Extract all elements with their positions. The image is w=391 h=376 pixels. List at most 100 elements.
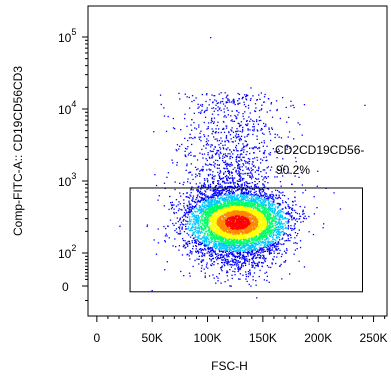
event-dot	[264, 217, 266, 219]
event-dot	[244, 198, 246, 201]
event-dot	[237, 245, 240, 247]
event-dot	[210, 203, 212, 206]
event-dot	[199, 210, 201, 212]
event-dot	[257, 227, 260, 230]
event-dot	[235, 213, 237, 215]
event-dot	[215, 230, 217, 232]
event-dot	[218, 236, 220, 238]
event-dot	[265, 223, 267, 225]
event-dot	[237, 217, 239, 219]
event-dot	[211, 231, 213, 233]
event-dot	[263, 245, 265, 247]
event-dot	[222, 227, 224, 229]
event-dot	[203, 221, 206, 223]
event-dot	[308, 231, 310, 233]
event-dot	[235, 255, 237, 257]
event-dot	[253, 238, 255, 240]
event-dot	[183, 215, 185, 217]
event-dot	[237, 234, 239, 236]
event-dot	[232, 215, 234, 217]
event-dot	[243, 234, 245, 236]
event-dot	[264, 221, 266, 223]
event-dot	[176, 217, 178, 219]
event-dot	[280, 221, 283, 223]
event-dot	[250, 244, 252, 247]
event-dot	[271, 231, 273, 234]
event-dot	[272, 229, 274, 231]
event-dot	[282, 191, 284, 193]
event-dot	[228, 190, 230, 192]
event-dot	[261, 217, 263, 219]
event-dot	[211, 225, 213, 227]
event-dot	[257, 214, 259, 216]
event-dot	[259, 204, 261, 206]
event-dot	[191, 213, 193, 215]
event-dot	[232, 241, 234, 243]
event-dot	[224, 229, 226, 231]
event-dot	[271, 232, 273, 234]
event-dot	[146, 224, 149, 226]
event-dot	[229, 222, 231, 224]
event-dot	[240, 190, 243, 192]
event-dot	[226, 200, 228, 203]
event-dot	[231, 225, 233, 228]
event-dot	[258, 212, 260, 214]
event-dot	[225, 200, 227, 202]
event-dot	[189, 275, 191, 277]
event-dot	[268, 253, 271, 255]
event-dot	[193, 218, 195, 220]
event-dot	[207, 219, 209, 221]
event-dot	[195, 205, 197, 208]
event-dot	[265, 224, 267, 227]
event-dot	[268, 234, 270, 236]
event-dot	[229, 236, 231, 239]
event-dot	[269, 214, 272, 217]
event-dot	[294, 227, 296, 229]
event-dot	[261, 220, 263, 223]
event-dot	[204, 207, 206, 209]
event-dot	[292, 209, 294, 211]
event-dot	[298, 213, 301, 215]
event-dot	[242, 237, 244, 239]
event-dot	[274, 242, 276, 245]
event-dot	[205, 243, 207, 246]
event-dot	[237, 219, 239, 221]
event-dot	[287, 205, 289, 208]
event-dot	[227, 240, 230, 242]
event-dot	[294, 232, 297, 234]
event-dot	[272, 240, 275, 243]
event-dot	[195, 242, 197, 244]
event-dot	[206, 220, 208, 222]
event-dot	[265, 211, 267, 214]
event-dot	[241, 231, 244, 233]
event-dot	[233, 222, 235, 224]
event-dot	[245, 238, 247, 241]
event-dot	[239, 249, 241, 251]
event-dot	[261, 195, 263, 197]
event-dot	[196, 239, 198, 241]
event-dot	[208, 230, 210, 232]
event-dot	[262, 230, 264, 233]
event-dot	[274, 220, 276, 222]
event-dot	[232, 255, 234, 257]
event-dot	[207, 214, 209, 216]
event-dot	[217, 243, 220, 245]
event-dot	[206, 224, 209, 226]
event-dot	[207, 221, 209, 223]
event-dot	[165, 233, 167, 235]
event-dot	[269, 249, 272, 252]
event-dot	[279, 226, 281, 229]
event-dot	[280, 223, 282, 225]
event-dot	[258, 203, 261, 205]
event-dot	[238, 171, 241, 173]
event-dot	[268, 205, 271, 208]
event-dot	[170, 202, 172, 204]
event-dot	[233, 231, 236, 233]
event-dot	[289, 233, 291, 236]
event-dot	[242, 245, 244, 247]
event-dot	[276, 226, 278, 229]
event-dot	[265, 195, 267, 197]
event-dot	[192, 233, 195, 235]
event-dot	[208, 222, 210, 224]
event-dot	[239, 220, 241, 222]
